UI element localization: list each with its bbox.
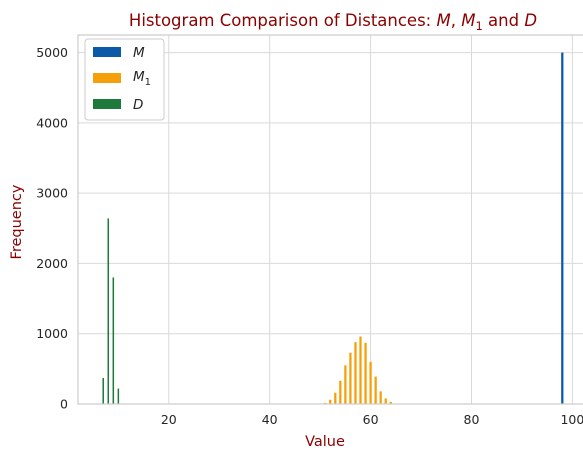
chart-title: Histogram Comparison of Distances: M, M1…: [129, 11, 537, 33]
bar-m1-52: [329, 399, 332, 404]
x-tick-label: 100: [560, 412, 583, 427]
bar-m1-56: [349, 352, 352, 404]
plot-border: [77, 34, 583, 405]
legend: M M1 D: [84, 38, 165, 121]
bar-d-8: [107, 218, 110, 404]
bar-m1-53: [334, 392, 337, 404]
x-tick-label: 60: [363, 412, 379, 427]
histogram-bars: [102, 52, 564, 404]
y-tick-label: 1000: [36, 326, 68, 341]
bar-m1-64: [389, 401, 392, 404]
bar-d-10: [117, 388, 120, 404]
y-tick-label: 2000: [36, 256, 68, 271]
grid-lines: [78, 35, 583, 405]
y-tick-label: 0: [60, 397, 68, 412]
x-tick-labels: 20 40 60 80 100: [161, 412, 583, 427]
legend-swatch-m1: [93, 73, 121, 83]
legend-swatch-m: [93, 47, 121, 57]
plot-frame: [77, 34, 583, 405]
bar-m1-63: [384, 398, 387, 404]
bar-d-9: [112, 277, 115, 404]
bar-d-7: [102, 377, 104, 404]
bar-m1-60: [369, 361, 372, 404]
bar-m1-59: [364, 342, 367, 404]
x-tick-label: 80: [464, 412, 480, 427]
y-tick-label: 3000: [36, 186, 68, 201]
x-tick-label: 40: [262, 412, 278, 427]
y-tick-label: 4000: [36, 115, 68, 130]
legend-label-d: D: [133, 97, 143, 113]
y-tick-labels: 0 1000 2000 3000 4000 5000: [36, 45, 68, 411]
bar-m1-62: [379, 391, 382, 404]
bar-m1-58: [359, 336, 362, 404]
x-axis-label: Value: [305, 434, 345, 450]
bar-m-98: [561, 52, 564, 404]
x-tick-label: 20: [161, 412, 177, 427]
y-tick-label: 5000: [36, 45, 68, 60]
bar-m1-54: [339, 380, 342, 404]
y-axis-label: Frequency: [9, 184, 25, 259]
legend-swatch-d: [93, 99, 121, 109]
legend-label-m1: M1: [133, 69, 151, 88]
bar-m1-55: [344, 365, 347, 404]
legend-label-m: M: [133, 45, 145, 61]
bar-m1-57: [354, 342, 357, 404]
bar-m1-61: [374, 376, 377, 404]
